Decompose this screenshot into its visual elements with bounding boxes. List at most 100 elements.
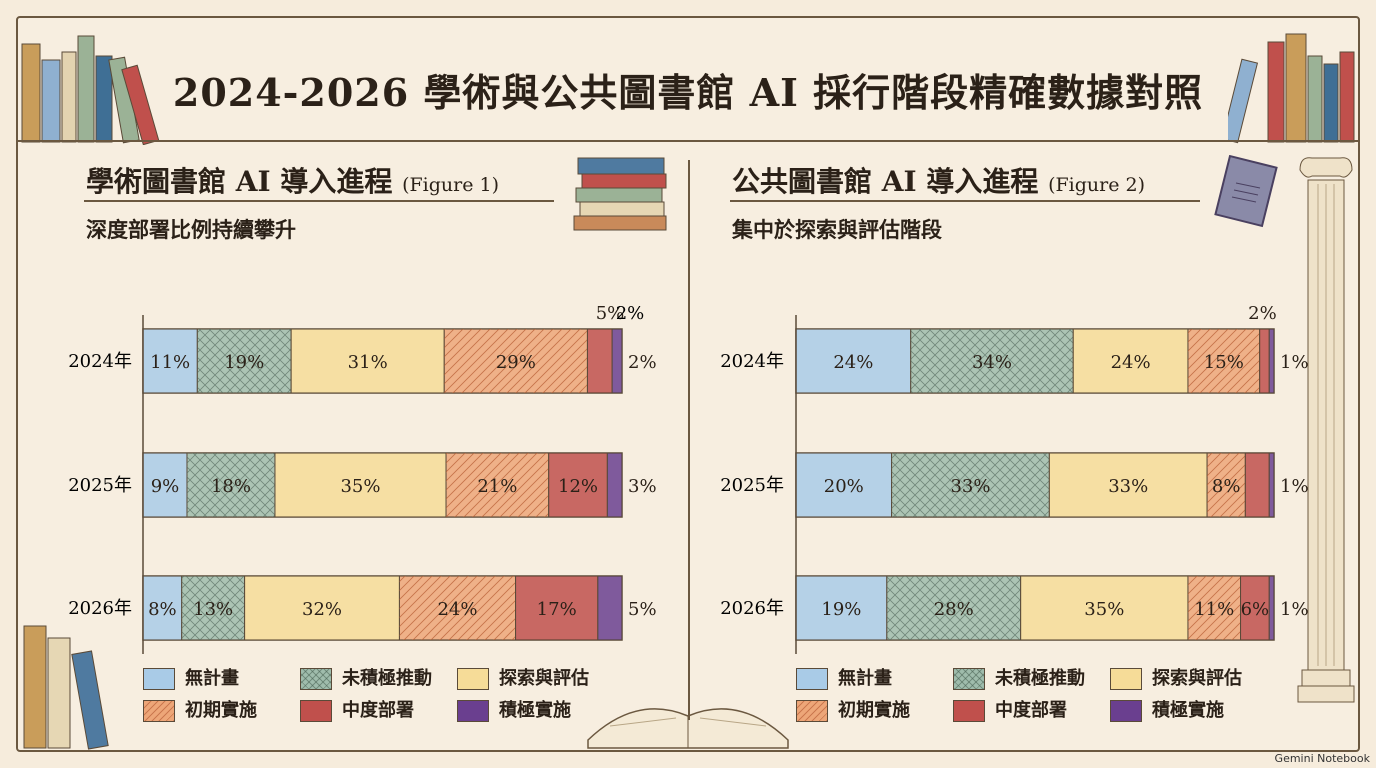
figure-label: (Figure 2): [1048, 174, 1146, 196]
data-label: 28%: [934, 599, 974, 620]
legend-swatch: [457, 700, 489, 722]
data-label: 12%: [558, 476, 598, 497]
bar-segment: [142, 575, 183, 641]
bar-segment: [1020, 575, 1189, 641]
data-label: 19%: [224, 352, 264, 373]
data-label: 2%: [628, 352, 657, 373]
data-label: 15%: [1204, 352, 1244, 373]
data-label: 24%: [1111, 352, 1151, 373]
year-label: 2026年: [68, 598, 132, 619]
data-label: 31%: [348, 352, 388, 373]
legend-label: 中度部署: [342, 700, 414, 721]
year-label: 2024年: [720, 351, 784, 372]
bar-segment-texture: [910, 329, 1074, 393]
data-label: 11%: [1194, 599, 1234, 620]
legend-swatch: [796, 668, 828, 690]
bar-segment: [1268, 575, 1275, 641]
bar-segment-texture: [444, 329, 588, 393]
chart-academic: 2024年 11% 19% 31% 29%5%2%2025年 9% 18% 35% 21% 12%…: [68, 303, 657, 654]
closed-book-illustration: [1214, 155, 1278, 228]
legend-label: 積極實施: [499, 700, 571, 721]
brand-credit: Gemini Notebook: [1274, 752, 1370, 765]
data-label: 24%: [437, 599, 477, 620]
year-label: 2026年: [720, 598, 784, 619]
data-label: 5%: [628, 599, 657, 620]
legend-swatch: [953, 668, 985, 690]
data-label: 24%: [833, 352, 873, 373]
bar-segment: [611, 328, 623, 394]
data-label: 6%: [1241, 599, 1270, 620]
data-label: 3%: [628, 476, 657, 497]
legend-label: 無計畫: [838, 668, 892, 689]
book-stack-illustration: [573, 157, 667, 231]
data-label: 29%: [496, 352, 536, 373]
legend-swatch: [953, 700, 985, 722]
bar-segment: [795, 328, 912, 394]
data-label: 21%: [477, 476, 517, 497]
bar-segment: [1244, 452, 1270, 518]
data-label: 33%: [1108, 476, 1148, 497]
bar-segment-texture: [197, 329, 292, 393]
legend-label: 初期實施: [185, 700, 257, 721]
legend-label: 探索與評估: [499, 668, 589, 689]
bar-segment-texture: [1187, 329, 1260, 393]
legend-swatch: [300, 668, 332, 690]
bar-segment: [548, 452, 608, 518]
bar-segment: [597, 575, 623, 641]
panel-subtitle-academic: 深度部署比例持續攀升: [86, 217, 296, 242]
legend-swatch: [143, 700, 175, 722]
data-label: 33%: [950, 476, 990, 497]
legend-label: 積極實施: [1152, 700, 1224, 721]
data-label: 5%: [596, 303, 625, 324]
data-label: 32%: [302, 599, 342, 620]
data-label: 8%: [148, 599, 177, 620]
bar-segment-texture: [1207, 453, 1246, 517]
data-label-top: 2%: [616, 303, 645, 324]
bar-segment: [795, 452, 893, 518]
legend-swatch: [1110, 700, 1142, 722]
legend-swatch: [300, 700, 332, 722]
bookshelf-right-decoration: [1228, 33, 1355, 144]
data-label: 35%: [340, 476, 380, 497]
legend-label: 未積極推動: [995, 668, 1085, 689]
year-label: 2025年: [68, 475, 132, 496]
legend-label: 無計畫: [185, 668, 239, 689]
legend-swatch: [796, 700, 828, 722]
data-label: 8%: [1212, 476, 1241, 497]
panel-title-text: 公共圖書館 AI 導入進程: [732, 165, 1039, 198]
legend-swatch: [457, 668, 489, 690]
bar-segment: [290, 328, 445, 394]
legend-label: 初期實施: [838, 700, 910, 721]
bar-segment-texture: [446, 453, 549, 517]
bar-segment-texture: [181, 576, 245, 640]
bar-segment: [274, 452, 447, 518]
data-label: 19%: [821, 599, 861, 620]
bar-segment: [515, 575, 599, 641]
chart-public: 2024年 24% 34% 24% 15% 2% 1% 2025年 20% 33% 33% 8% 1% 2…: [720, 303, 1309, 654]
legend-swatch: [143, 668, 175, 690]
panel-title-academic: 學術圖書館 AI 導入進程 (Figure 1): [86, 160, 499, 200]
panel-title-rule: [84, 200, 554, 202]
page-title: 2024-2026 學術與公共圖書館 AI 採行階段精確數據對照: [172, 70, 1204, 115]
figure-label: (Figure 1): [402, 174, 500, 196]
bar-segment-texture: [886, 576, 1021, 640]
legend-label: 未積極推動: [342, 668, 432, 689]
data-label: 35%: [1084, 599, 1124, 620]
panel-title-public: 公共圖書館 AI 導入進程 (Figure 2): [732, 160, 1145, 200]
data-label: 1%: [1280, 352, 1309, 373]
bar-segment: [1268, 328, 1275, 394]
bar-segment: [1259, 328, 1270, 394]
open-book-decoration: [587, 708, 789, 749]
bar-segment: [142, 328, 198, 394]
data-label: 20%: [824, 476, 864, 497]
bar-segment: [586, 328, 613, 394]
data-label: 2%: [1248, 303, 1277, 324]
bar-segment: [1072, 328, 1189, 394]
data-label: 34%: [972, 352, 1012, 373]
bar-segment: [1048, 452, 1208, 518]
bar-segment: [606, 452, 623, 518]
data-label: 1%: [1280, 599, 1309, 620]
data-label: 17%: [537, 599, 577, 620]
bar-segment-texture: [186, 453, 275, 517]
